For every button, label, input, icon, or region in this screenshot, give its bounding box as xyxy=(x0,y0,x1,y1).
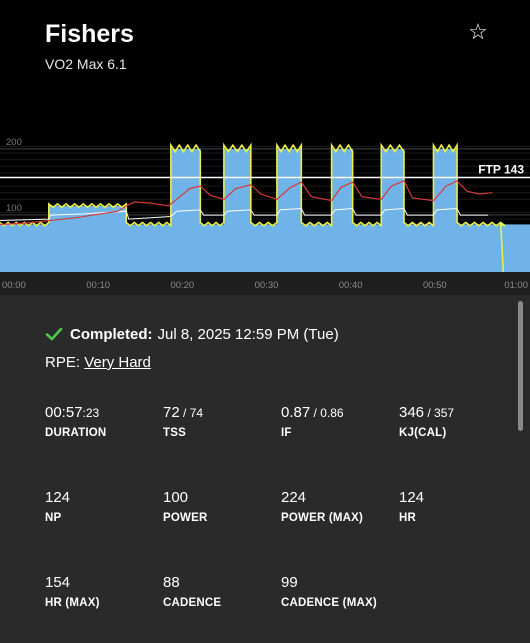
stat-label: POWER xyxy=(163,512,208,524)
stat-value: 124 xyxy=(45,489,155,506)
target-power-block xyxy=(276,149,302,272)
stat-value: 124 xyxy=(399,489,509,506)
completed-date: Jul 8, 2025 12:59 PM (Tue) xyxy=(157,325,339,343)
x-tick-label: 00:30 xyxy=(255,280,279,291)
rpe-label: RPE: xyxy=(45,354,81,371)
stat-hr-max: 154 HR (MAX) xyxy=(45,574,155,609)
target-power-block xyxy=(404,224,434,272)
y-axis-ticks: 200 100 xyxy=(6,137,22,214)
scrollbar[interactable] xyxy=(518,301,523,431)
target-power-block xyxy=(457,224,506,272)
stat-value-main: 124 xyxy=(45,489,71,506)
x-tick-label: 00:20 xyxy=(170,280,194,291)
stat-value-main: 224 xyxy=(281,489,307,506)
stat-value: 88 xyxy=(163,574,273,591)
stat-duration: 00:57:23 DURATION xyxy=(45,404,155,439)
target-power-block xyxy=(381,149,405,272)
target-power-block xyxy=(331,149,354,272)
stat-label: HR xyxy=(399,512,417,524)
stat-np: 124 NP xyxy=(45,489,155,524)
stat-label: HR (MAX) xyxy=(45,597,100,609)
stat-label: IF xyxy=(281,427,292,439)
heart-rate-line xyxy=(0,180,493,226)
stat-label: NP xyxy=(45,512,62,524)
workout-chart: FTP 143 200 100 00:00 00:10 00:20 00:30 00:40… xyxy=(0,120,530,295)
stat-value-secondary: :23 xyxy=(82,406,100,420)
cadence-line xyxy=(0,208,489,221)
stat-value: 154 xyxy=(45,574,155,591)
stat-cadence: 88 CADENCE xyxy=(163,574,273,609)
workout-header: Fishers VO2 Max 6.1 ☆ xyxy=(0,0,530,120)
stat-value: 346 / 357 xyxy=(399,404,509,421)
stat-value-secondary: / 74 xyxy=(179,406,204,420)
x-tick-label: 01:00 xyxy=(504,280,528,291)
completed-label: Completed: xyxy=(70,325,153,343)
stat-value-main: 99 xyxy=(281,574,298,591)
stat-value-main: 100 xyxy=(163,489,189,506)
stat-label: CADENCE (MAX) xyxy=(281,597,377,609)
actual-power-line xyxy=(0,142,506,273)
stat-value: 72 / 74 xyxy=(163,404,273,421)
target-power-block xyxy=(0,224,50,272)
target-power-block xyxy=(48,205,127,272)
workout-subtitle: VO2 Max 6.1 xyxy=(45,56,127,72)
x-tick-label: 00:10 xyxy=(86,280,110,291)
target-power-block xyxy=(250,224,278,272)
stat-power: 100 POWER xyxy=(163,489,273,524)
stat-tss: 72 / 74 TSS xyxy=(163,404,273,439)
target-power-block xyxy=(301,224,333,272)
y-tick-label: 100 xyxy=(6,203,22,214)
target-power-block xyxy=(352,224,382,272)
heart-rate-path xyxy=(0,180,493,226)
x-tick-label: 00:40 xyxy=(339,280,363,291)
ftp-line: FTP 143 xyxy=(0,162,530,179)
star-icon[interactable]: ☆ xyxy=(468,19,488,44)
workout-chart-svg: FTP 143 200 100 00:00 00:10 00:20 00:30 00:40… xyxy=(0,137,530,295)
stat-value: 99 xyxy=(281,574,391,591)
target-power-block xyxy=(505,224,530,272)
stat-value: 0.87 / 0.86 xyxy=(281,404,391,421)
checkmark-icon xyxy=(45,327,63,341)
target-power-area xyxy=(0,149,530,272)
workout-details: Completed: Jul 8, 2025 12:59 PM (Tue) RP… xyxy=(0,295,530,643)
x-tick-label: 00:00 xyxy=(2,280,26,291)
stat-value-secondary: / 357 xyxy=(424,406,455,420)
stat-value-main: 0.87 xyxy=(281,404,311,421)
stat-value-main: 154 xyxy=(45,574,71,591)
rpe-value-link[interactable]: Very Hard xyxy=(84,354,151,371)
stat-value-main: 346 xyxy=(399,404,425,421)
ftp-label: FTP 143 xyxy=(478,162,524,176)
stat-if: 0.87 / 0.86 IF xyxy=(281,404,391,439)
stat-hr: 124 HR xyxy=(399,489,509,524)
stat-kj: 346 / 357 KJ(CAL) xyxy=(399,404,509,439)
rpe-row: RPE: Very Hard xyxy=(45,354,151,371)
stat-label: POWER (MAX) xyxy=(281,512,364,524)
cadence-path xyxy=(0,208,489,221)
workout-title: Fishers xyxy=(45,20,134,48)
stat-value-main: 88 xyxy=(163,574,180,591)
stat-value-main: 72 xyxy=(163,404,180,421)
stat-value: 100 xyxy=(163,489,273,506)
completed-row: Completed: Jul 8, 2025 12:59 PM (Tue) xyxy=(45,325,339,343)
y-tick-label: 200 xyxy=(6,137,22,148)
stat-label: TSS xyxy=(163,427,186,439)
stat-label: DURATION xyxy=(45,427,107,439)
stat-value-main: 124 xyxy=(399,489,425,506)
stat-value: 224 xyxy=(281,489,391,506)
stat-label: CADENCE xyxy=(163,597,222,609)
stat-value-secondary: / 0.86 xyxy=(310,406,344,420)
stat-value: 00:57:23 xyxy=(45,404,155,421)
stat-value-main: 00:57 xyxy=(45,404,83,421)
stat-label: KJ(CAL) xyxy=(399,427,447,439)
x-axis-band xyxy=(0,272,530,295)
target-power-block xyxy=(126,224,172,272)
actual-power-path xyxy=(0,142,506,273)
target-power-block xyxy=(433,149,458,272)
stat-power-max: 224 POWER (MAX) xyxy=(281,489,391,524)
stat-cadence-max: 99 CADENCE (MAX) xyxy=(281,574,391,609)
target-power-block xyxy=(200,224,225,272)
x-axis-ticks: 00:00 00:10 00:20 00:30 00:40 00:50 01:00 xyxy=(0,272,530,295)
x-tick-label: 00:50 xyxy=(423,280,447,291)
